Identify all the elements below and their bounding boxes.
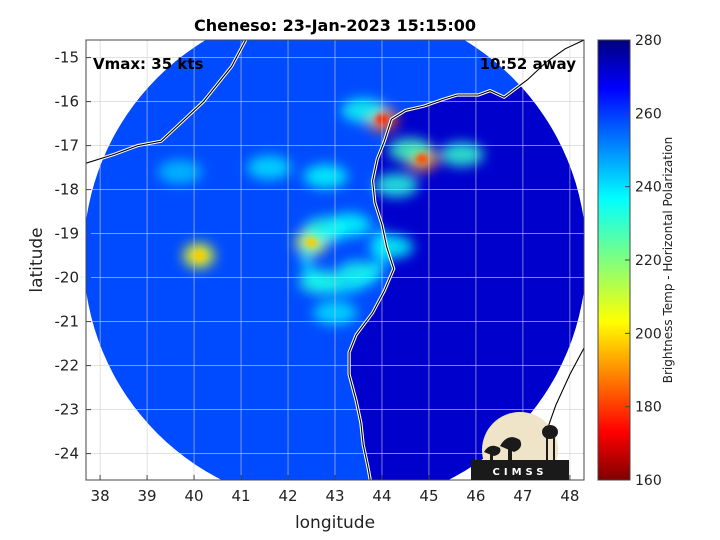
tb-feature-core — [415, 153, 428, 164]
tb-feature — [374, 173, 419, 198]
coastline — [348, 40, 584, 480]
tb-feature — [247, 155, 292, 180]
colorbar-label: Brightness Temp - Horizontal Polarizatio… — [661, 137, 675, 384]
y-tick-label: -16 — [55, 93, 80, 111]
x-tick-label: 44 — [372, 487, 391, 505]
y-tick-label: -17 — [55, 137, 80, 155]
y-tick-label: -15 — [55, 49, 80, 67]
x-tick-label: 39 — [138, 487, 157, 505]
y-tick-label: -19 — [55, 225, 80, 243]
x-tick-label: 48 — [560, 487, 579, 505]
x-tick-label: 42 — [278, 487, 297, 505]
colorbar-tick-label: 260 — [635, 106, 662, 122]
mozambique-coast — [86, 40, 247, 164]
colorbar-tick-label: 240 — [635, 180, 662, 196]
y-tick-label: -21 — [55, 313, 80, 331]
x-tick-label: 41 — [231, 487, 250, 505]
chart-title: Cheneso: 23-Jan-2023 15:15:00 — [194, 16, 476, 35]
colorbar-tick-label: 180 — [635, 400, 662, 416]
logo-text: CIMSS — [493, 467, 548, 478]
x-tick-label: 47 — [513, 487, 532, 505]
x-tick-label: 45 — [419, 487, 438, 505]
x-axis-label: longitude — [295, 513, 375, 533]
y-tick-label: -20 — [55, 269, 80, 287]
tb-feature — [303, 164, 348, 189]
land-area — [349, 40, 584, 480]
tb-feature-core — [192, 250, 205, 261]
colorbar-tick-label: 160 — [635, 473, 662, 489]
colorbar-tick-label: 280 — [635, 33, 662, 49]
x-tick-label: 46 — [466, 487, 485, 505]
x-tick-label: 40 — [185, 487, 204, 505]
tb-feature — [341, 98, 386, 123]
tb-feature — [439, 142, 484, 167]
tb-feature-core — [305, 237, 318, 248]
vmax-annotation: Vmax: 35 kts — [93, 55, 203, 73]
cimss-logo: CIMSS — [471, 412, 569, 480]
x-tick-label: 38 — [91, 487, 110, 505]
y-tick-label: -23 — [55, 401, 80, 419]
colorbar — [597, 39, 631, 481]
y-axis-label: latitude — [27, 227, 47, 292]
y-tick-label: -22 — [55, 357, 80, 375]
tb-feature — [157, 160, 202, 184]
colorbar-tick-label: 200 — [635, 326, 662, 342]
y-tick-label: -24 — [55, 445, 80, 463]
tb-feature — [327, 212, 372, 237]
x-tick-label: 43 — [325, 487, 344, 505]
y-tick-label: -18 — [55, 181, 80, 199]
time-away-annotation: 10:52 away — [480, 55, 577, 73]
spiral-band — [301, 228, 388, 294]
colorbar-tick-label: 220 — [635, 253, 662, 269]
tb-feature — [369, 234, 414, 259]
